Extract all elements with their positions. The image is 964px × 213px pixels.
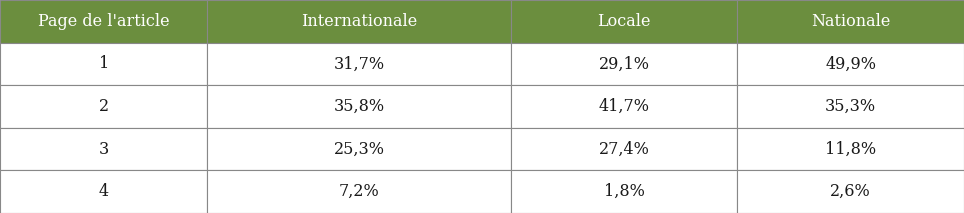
Text: 3: 3 [98, 141, 109, 158]
Text: 2,6%: 2,6% [830, 183, 871, 200]
Bar [0, 128, 207, 170]
Bar [0, 85, 207, 128]
Text: 35,8%: 35,8% [334, 98, 385, 115]
Text: 2: 2 [98, 98, 109, 115]
Bar [737, 170, 964, 213]
Bar [0, 43, 207, 85]
Bar [511, 85, 737, 128]
Text: Page de l'article: Page de l'article [38, 13, 170, 30]
Bar [207, 0, 511, 43]
Text: 31,7%: 31,7% [334, 55, 385, 72]
Text: 25,3%: 25,3% [334, 141, 385, 158]
Text: 35,3%: 35,3% [825, 98, 876, 115]
Bar [207, 85, 511, 128]
Text: Nationale: Nationale [811, 13, 891, 30]
Bar [737, 128, 964, 170]
Text: 27,4%: 27,4% [599, 141, 650, 158]
Bar [511, 170, 737, 213]
Text: 49,9%: 49,9% [825, 55, 876, 72]
Text: 29,1%: 29,1% [599, 55, 650, 72]
Bar [0, 170, 207, 213]
Text: 4: 4 [98, 183, 109, 200]
Text: 1: 1 [98, 55, 109, 72]
Text: Internationale: Internationale [301, 13, 417, 30]
Bar [207, 43, 511, 85]
Bar [737, 0, 964, 43]
Bar [207, 128, 511, 170]
Text: 7,2%: 7,2% [338, 183, 380, 200]
Text: 1,8%: 1,8% [603, 183, 645, 200]
Text: Locale: Locale [598, 13, 651, 30]
Bar [511, 128, 737, 170]
Text: 11,8%: 11,8% [825, 141, 876, 158]
Bar [207, 170, 511, 213]
Bar [511, 0, 737, 43]
Bar [0, 0, 207, 43]
Bar [737, 85, 964, 128]
Text: 41,7%: 41,7% [599, 98, 650, 115]
Bar [737, 43, 964, 85]
Bar [511, 43, 737, 85]
